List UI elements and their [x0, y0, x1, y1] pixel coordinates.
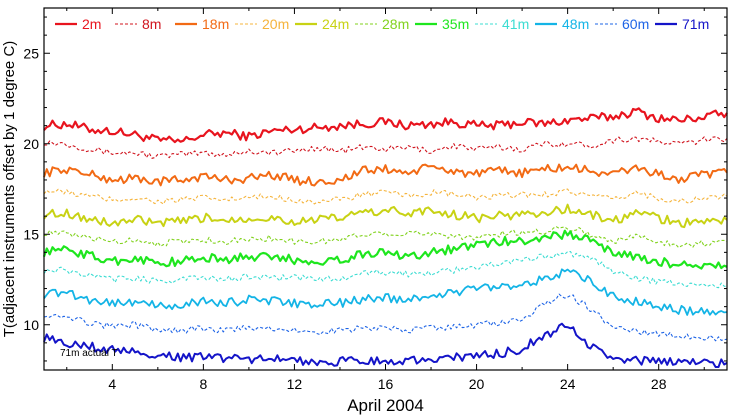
x-tick-label: 8: [199, 376, 207, 392]
series-line-20m: [43, 188, 728, 205]
series-line-41m: [43, 250, 728, 289]
legend-label-41m: 41m: [502, 16, 529, 32]
x-tick-label: 20: [469, 376, 485, 392]
y-tick-label: 10: [23, 317, 39, 333]
series-line-2m: [43, 107, 728, 144]
series-line-48m: [43, 268, 728, 316]
legend-label-71m: 71m: [682, 16, 709, 32]
legend-label-28m: 28m: [382, 16, 409, 32]
x-tick-label: 28: [651, 376, 667, 392]
series-line-35m: [42, 229, 728, 270]
x-axis-title: April 2004: [347, 396, 424, 415]
legend-label-20m: 20m: [262, 16, 289, 32]
legend-label-35m: 35m: [442, 16, 469, 32]
series-line-71m: [43, 322, 728, 368]
y-tick-label: 20: [23, 136, 39, 152]
series-line-28m: [43, 226, 728, 249]
legend-label-60m: 60m: [622, 16, 649, 32]
legend-label-8m: 8m: [142, 16, 161, 32]
x-tick-label: 16: [378, 376, 394, 392]
legend-label-2m: 2m: [82, 16, 101, 32]
series-line-8m: [43, 136, 728, 159]
x-tick-label: 24: [560, 376, 576, 392]
y-tick-label: 15: [23, 226, 39, 242]
x-tick-label: 4: [108, 376, 116, 392]
x-axis: 4 8 12 16 20 24 28: [66, 8, 705, 392]
plot-frame: [43, 7, 728, 371]
legend-label-24m: 24m: [322, 16, 349, 32]
legend-label-48m: 48m: [562, 16, 589, 32]
series-line-24m: [43, 203, 728, 229]
plot-lines: [42, 107, 728, 368]
annotation-71m-actual: 71m actual T: [60, 348, 118, 359]
y-axis: 10 15 20 25: [23, 16, 727, 362]
legend-label-18m: 18m: [202, 16, 229, 32]
y-axis-title: T(adjacent instruments offset by 1 degre…: [1, 41, 18, 338]
series-line-18m: [43, 163, 728, 187]
x-tick-label: 12: [287, 376, 303, 392]
series-line-60m: [43, 293, 728, 342]
y-tick-label: 25: [23, 45, 39, 61]
legend: 2m 8m 18m 20m 24m 28m 35m 41m 48m 60m 71m: [55, 16, 709, 32]
